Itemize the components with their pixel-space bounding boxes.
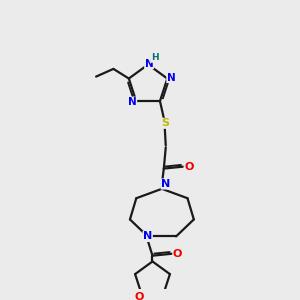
Text: O: O [173, 249, 182, 259]
Text: N: N [145, 58, 153, 69]
Text: N: N [143, 231, 152, 242]
Text: S: S [162, 118, 170, 128]
Text: H: H [151, 53, 159, 62]
Text: N: N [167, 73, 176, 82]
Text: N: N [128, 97, 137, 107]
Text: N: N [161, 179, 170, 189]
Text: O: O [134, 292, 143, 300]
Text: O: O [184, 162, 194, 172]
